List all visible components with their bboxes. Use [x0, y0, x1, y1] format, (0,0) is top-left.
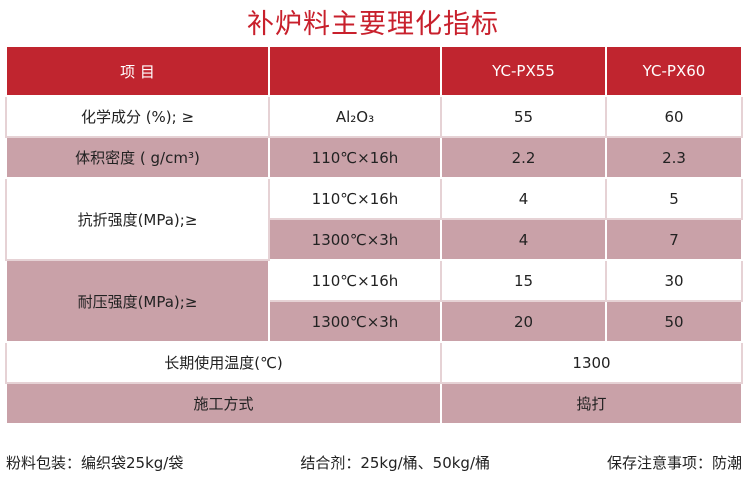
- cell: 1300: [440, 341, 743, 384]
- cell: 4: [440, 177, 607, 220]
- cell: 7: [605, 218, 743, 261]
- spec-table: 项 目 YC-PX55 YC-PX60 化学成分 (%); ≥ Al₂O₃ 55…: [5, 45, 743, 425]
- cell: 60: [605, 95, 743, 138]
- cell: 5: [605, 177, 743, 220]
- cell: 50: [605, 300, 743, 343]
- row: 抗折强度(MPa);≥ 110℃×16h 4 5: [5, 177, 743, 261]
- row: 施工方式 捣打: [5, 382, 743, 425]
- cell: 20: [440, 300, 607, 343]
- header-cell: YC-PX60: [605, 45, 743, 97]
- cell: 长期使用温度(℃): [5, 341, 442, 384]
- title: 补炉料主要理化指标: [247, 9, 499, 40]
- header-row: 项 目 YC-PX55 YC-PX60: [5, 45, 743, 97]
- cell: 2.3: [605, 136, 743, 179]
- cell: 化学成分 (%); ≥: [5, 95, 270, 138]
- footer: 粉料包装：编织袋25kg/袋 结合剂：25kg/桶、50kg/桶 保存注意事项：…: [6, 452, 742, 473]
- cell: 抗折强度(MPa);≥: [5, 177, 270, 261]
- footer-note: 粉料包装：编织袋25kg/袋: [6, 454, 184, 472]
- row: 1300℃×3h 20 50: [6, 300, 743, 343]
- cell: 4: [440, 218, 607, 261]
- row: 体积密度 ( g/cm³) 110℃×16h 2.2 2.3: [5, 136, 743, 179]
- cell: 110℃×16h: [268, 259, 442, 302]
- footer-note: 结合剂：25kg/桶、50kg/桶: [300, 454, 491, 472]
- row: 化学成分 (%); ≥ Al₂O₃ 55 60: [5, 95, 743, 138]
- cell: 1300℃×3h: [268, 300, 442, 343]
- footer-note: 保存注意事项：防潮: [606, 454, 742, 472]
- cell: 施工方式: [5, 382, 442, 425]
- cell: 2.2: [440, 136, 607, 179]
- cell: 15: [440, 259, 607, 302]
- row: 1300℃×3h 4 7: [6, 218, 743, 261]
- cell: 55: [440, 95, 607, 138]
- cell: 耐压强度(MPa);≥: [5, 259, 270, 343]
- cell: 110℃×16h: [268, 177, 442, 220]
- header-cell: 项 目: [5, 45, 270, 97]
- row: 长期使用温度(℃) 1300: [5, 341, 743, 384]
- row: 耐压强度(MPa);≥ 110℃×16h 15 30: [5, 259, 743, 343]
- cell: 捣打: [440, 382, 743, 425]
- cell: 体积密度 ( g/cm³): [5, 136, 270, 179]
- cell: 110℃×16h: [268, 136, 442, 179]
- header-cell: YC-PX55: [440, 45, 607, 97]
- cell: Al₂O₃: [268, 95, 442, 138]
- cell: 30: [605, 259, 743, 302]
- cell: 1300℃×3h: [268, 218, 442, 261]
- header-cell: [268, 45, 442, 97]
